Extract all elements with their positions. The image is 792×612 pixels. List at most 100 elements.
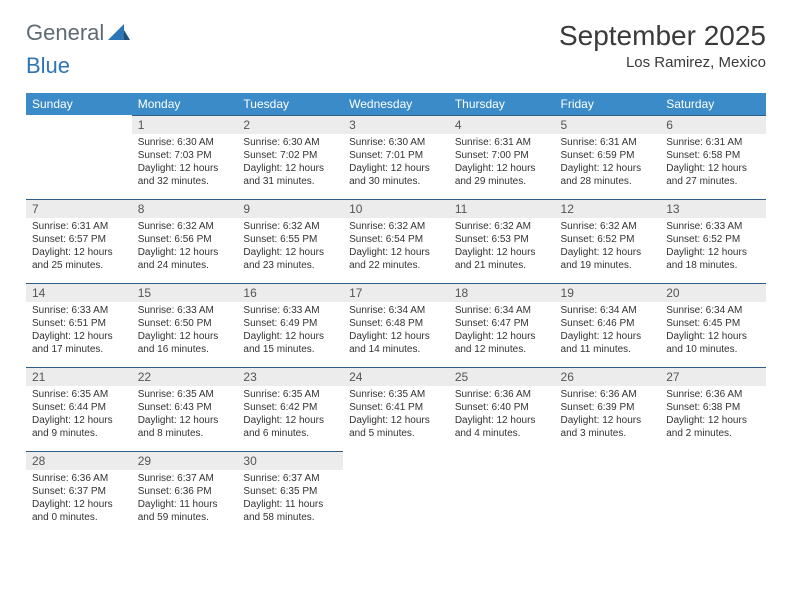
day-details: Sunrise: 6:31 AMSunset: 6:57 PMDaylight:… (26, 218, 132, 276)
day-line: Sunset: 6:42 PM (243, 401, 337, 414)
day-line: Sunrise: 6:37 AM (243, 472, 337, 485)
calendar-day: 14Sunrise: 6:33 AMSunset: 6:51 PMDayligh… (26, 283, 132, 367)
calendar-day: 3Sunrise: 6:30 AMSunset: 7:01 PMDaylight… (343, 115, 449, 199)
day-line: Sunset: 6:35 PM (243, 485, 337, 498)
day-line: and 24 minutes. (138, 259, 232, 272)
day-line: Sunrise: 6:34 AM (561, 304, 655, 317)
day-line: Sunrise: 6:31 AM (561, 136, 655, 149)
day-line: Daylight: 12 hours (243, 414, 337, 427)
day-header: Friday (555, 93, 661, 115)
day-number: 9 (237, 199, 343, 218)
day-line: Sunrise: 6:30 AM (243, 136, 337, 149)
day-line: Daylight: 12 hours (349, 246, 443, 259)
day-line: Sunrise: 6:34 AM (455, 304, 549, 317)
day-number: 25 (449, 367, 555, 386)
day-line: and 6 minutes. (243, 427, 337, 440)
calendar-day: 27Sunrise: 6:36 AMSunset: 6:38 PMDayligh… (660, 367, 766, 451)
day-line: and 0 minutes. (32, 511, 126, 524)
calendar-empty (555, 451, 661, 535)
day-line: Sunrise: 6:32 AM (138, 220, 232, 233)
calendar-day: 1Sunrise: 6:30 AMSunset: 7:03 PMDaylight… (132, 115, 238, 199)
day-line: Sunrise: 6:34 AM (349, 304, 443, 317)
location-label: Los Ramirez, Mexico (559, 54, 766, 71)
day-line: Sunset: 6:56 PM (138, 233, 232, 246)
day-line: Sunrise: 6:32 AM (455, 220, 549, 233)
day-details: Sunrise: 6:33 AMSunset: 6:52 PMDaylight:… (660, 218, 766, 276)
day-line: Sunset: 6:52 PM (666, 233, 760, 246)
day-line: and 23 minutes. (243, 259, 337, 272)
calendar-day: 30Sunrise: 6:37 AMSunset: 6:35 PMDayligh… (237, 451, 343, 535)
day-line: Sunrise: 6:36 AM (666, 388, 760, 401)
day-line: Sunrise: 6:36 AM (455, 388, 549, 401)
calendar-day: 16Sunrise: 6:33 AMSunset: 6:49 PMDayligh… (237, 283, 343, 367)
day-number: 27 (660, 367, 766, 386)
day-line: Daylight: 12 hours (561, 162, 655, 175)
day-line: Sunset: 6:39 PM (561, 401, 655, 414)
day-line: and 10 minutes. (666, 343, 760, 356)
logo-text-general: General (26, 20, 104, 46)
calendar-day: 26 Sunrise: 6:36 AMSunset: 6:39 PMDayligh… (555, 367, 661, 451)
day-number: 29 (132, 451, 238, 470)
day-details: Sunrise: 6:32 AMSunset: 6:55 PMDaylight:… (237, 218, 343, 276)
day-line: Daylight: 12 hours (349, 330, 443, 343)
calendar-day: 18Sunrise: 6:34 AMSunset: 6:47 PMDayligh… (449, 283, 555, 367)
day-details: Sunrise: 6:30 AMSunset: 7:03 PMDaylight:… (132, 134, 238, 192)
day-line: Sunset: 6:46 PM (561, 317, 655, 330)
day-line: Sunrise: 6:32 AM (243, 220, 337, 233)
day-line: and 8 minutes. (138, 427, 232, 440)
day-details: Sunrise: 6:32 AMSunset: 6:54 PMDaylight:… (343, 218, 449, 276)
title-block: September 2025 Los Ramirez, Mexico (559, 20, 766, 71)
day-details: Sunrise: 6:33 AMSunset: 6:51 PMDaylight:… (26, 302, 132, 360)
day-line: Sunrise: 6:36 AM (32, 472, 126, 485)
day-line: and 32 minutes. (138, 175, 232, 188)
day-line: Sunset: 6:52 PM (561, 233, 655, 246)
day-number: 24 (343, 367, 449, 386)
day-details: Sunrise: 6:35 AMSunset: 6:42 PMDaylight:… (237, 386, 343, 444)
day-line: and 19 minutes. (561, 259, 655, 272)
day-line: Daylight: 12 hours (138, 330, 232, 343)
day-line: and 2 minutes. (666, 427, 760, 440)
calendar-day: 29Sunrise: 6:37 AMSunset: 6:36 PMDayligh… (132, 451, 238, 535)
day-line: Sunset: 6:57 PM (32, 233, 126, 246)
day-line: Sunrise: 6:33 AM (666, 220, 760, 233)
day-line: Daylight: 12 hours (561, 414, 655, 427)
day-number: 26 (555, 367, 661, 386)
day-line: Sunrise: 6:32 AM (561, 220, 655, 233)
day-line: Sunset: 6:50 PM (138, 317, 232, 330)
day-line: Sunrise: 6:36 AM (561, 388, 655, 401)
day-line: and 30 minutes. (349, 175, 443, 188)
day-line: Sunset: 6:55 PM (243, 233, 337, 246)
day-line: Sunset: 6:49 PM (243, 317, 337, 330)
calendar-day: 25Sunrise: 6:36 AMSunset: 6:40 PMDayligh… (449, 367, 555, 451)
day-line: Sunset: 6:59 PM (561, 149, 655, 162)
day-line: Sunrise: 6:33 AM (32, 304, 126, 317)
calendar-body: 1Sunrise: 6:30 AMSunset: 7:03 PMDaylight… (26, 115, 766, 535)
day-line: and 3 minutes. (561, 427, 655, 440)
day-details: Sunrise: 6:32 AMSunset: 6:53 PMDaylight:… (449, 218, 555, 276)
day-line: and 22 minutes. (349, 259, 443, 272)
day-line: Sunset: 6:48 PM (349, 317, 443, 330)
day-line: Sunset: 6:37 PM (32, 485, 126, 498)
day-line: Daylight: 12 hours (243, 162, 337, 175)
day-details: Sunrise: 6:30 AMSunset: 7:01 PMDaylight:… (343, 134, 449, 192)
calendar-week: 1Sunrise: 6:30 AMSunset: 7:03 PMDaylight… (26, 115, 766, 199)
calendar-day: 10Sunrise: 6:32 AMSunset: 6:54 PMDayligh… (343, 199, 449, 283)
day-number: 16 (237, 283, 343, 302)
day-line: Sunset: 6:43 PM (138, 401, 232, 414)
calendar-day: 2Sunrise: 6:30 AMSunset: 7:02 PMDaylight… (237, 115, 343, 199)
day-line: and 21 minutes. (455, 259, 549, 272)
day-details: Sunrise: 6:30 AMSunset: 7:02 PMDaylight:… (237, 134, 343, 192)
day-line: Daylight: 12 hours (349, 162, 443, 175)
day-header: Wednesday (343, 93, 449, 115)
day-number: 15 (132, 283, 238, 302)
logo: General (26, 20, 134, 46)
day-line: and 9 minutes. (32, 427, 126, 440)
day-line: Sunset: 6:41 PM (349, 401, 443, 414)
day-line: and 4 minutes. (455, 427, 549, 440)
day-details: Sunrise: 6:32 AMSunset: 6:52 PMDaylight:… (555, 218, 661, 276)
day-line: and 5 minutes. (349, 427, 443, 440)
calendar-day: 15Sunrise: 6:33 AMSunset: 6:50 PMDayligh… (132, 283, 238, 367)
day-line: Sunset: 6:54 PM (349, 233, 443, 246)
day-line: Daylight: 12 hours (243, 246, 337, 259)
day-line: Sunset: 6:40 PM (455, 401, 549, 414)
